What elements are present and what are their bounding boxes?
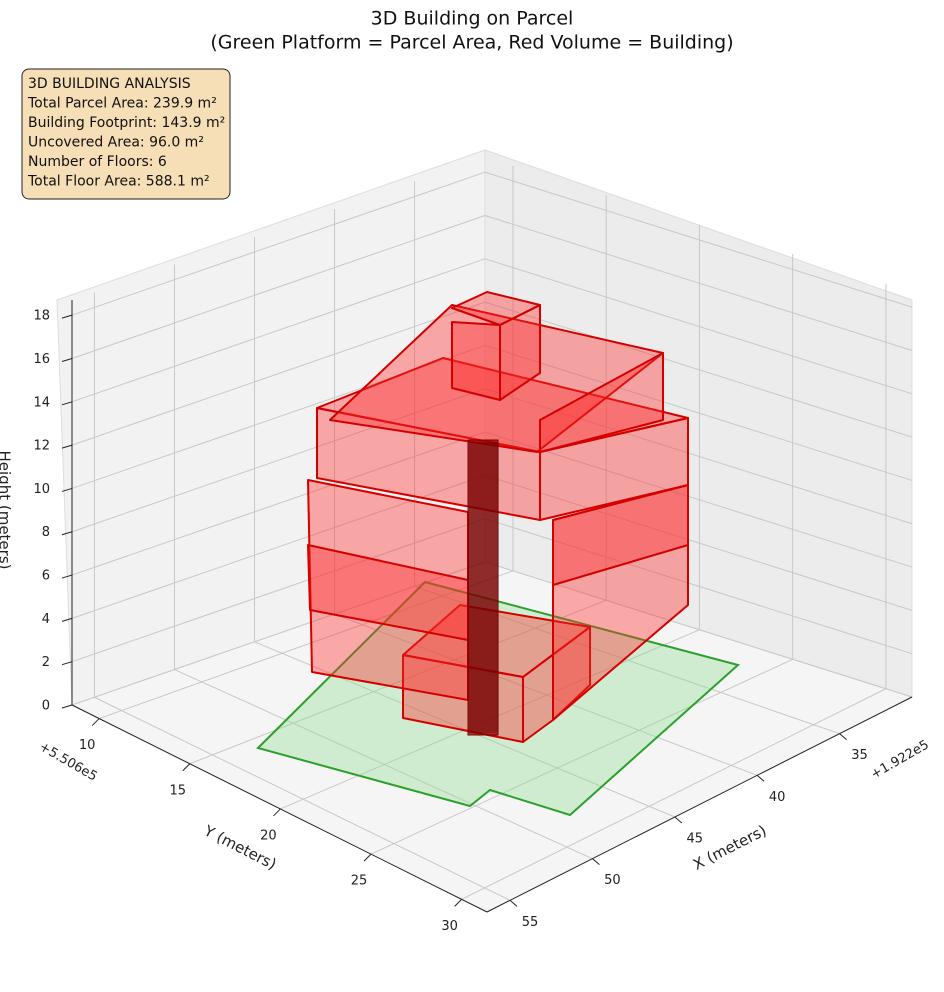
floor-face <box>522 626 591 743</box>
x-tick <box>756 774 765 782</box>
grid-line <box>370 658 793 855</box>
grid-line <box>484 518 913 655</box>
y-axis-line <box>71 704 488 913</box>
grid-line <box>484 171 913 308</box>
grid-line <box>99 570 514 720</box>
z-tick-label: 6 <box>42 569 50 584</box>
y-tick <box>273 808 281 817</box>
z-tick <box>61 401 73 406</box>
y-tick <box>454 898 462 907</box>
y-tick-label: 30 <box>441 919 458 934</box>
annotation-line: Uncovered Area: 96.0 m² <box>28 135 204 151</box>
grid-line <box>484 344 913 481</box>
building-model <box>256 291 741 817</box>
grid-line <box>484 301 913 438</box>
y-tick-label: 10 <box>79 738 96 753</box>
z-tick-label: 12 <box>33 439 50 454</box>
x-axis-label: X (meters) <box>690 821 769 873</box>
floor-face <box>539 352 664 453</box>
grid-line <box>484 258 913 395</box>
x-tick <box>592 858 600 866</box>
x-axis-line <box>486 696 913 913</box>
x-tick <box>839 733 847 741</box>
grid-line <box>71 301 486 446</box>
z-tick <box>61 531 73 536</box>
z-tick <box>61 617 73 622</box>
grid-line <box>484 214 913 351</box>
z-tick <box>61 661 73 666</box>
chart-title: 3D Building on Parcel <box>371 8 574 30</box>
grid-line <box>461 688 887 900</box>
annotation-line: 3D BUILDING ANALYSIS <box>28 76 191 92</box>
z-tick <box>61 487 73 492</box>
z-tick-label: 18 <box>33 309 50 324</box>
annotation-line: Number of Floors: 6 <box>28 154 167 170</box>
y-tick-label: 20 <box>260 828 277 843</box>
chart-subtitle: (Green Platform = Parcel Area, Red Volum… <box>210 32 733 54</box>
z-tick-label: 4 <box>42 612 50 627</box>
grid-line <box>484 474 913 611</box>
z-tick <box>61 574 73 579</box>
grid-line <box>334 613 758 776</box>
annotation-box <box>21 68 231 200</box>
grid-line <box>71 518 486 663</box>
x-tick <box>674 816 683 824</box>
core-lines <box>469 442 499 733</box>
grid-line <box>94 696 511 901</box>
grid-line <box>71 561 486 706</box>
annotation: 3D BUILDING ANALYSIS Total Parcel Area: 2… <box>27 76 225 190</box>
z-tick <box>61 314 73 319</box>
z-tick <box>61 704 73 709</box>
grid <box>71 165 913 901</box>
floor-face <box>451 321 501 401</box>
grid-line <box>71 258 486 403</box>
x-tick-label: 50 <box>604 873 621 888</box>
grid-line <box>71 431 486 576</box>
z-axis-label: Height (meters) <box>0 451 14 570</box>
y-tick <box>363 853 372 862</box>
grid-line <box>71 388 486 533</box>
x-tick-label: 35 <box>851 748 868 763</box>
grid-line <box>71 215 486 359</box>
x-offset: +1.922e5 <box>868 737 931 782</box>
annotation-line: Total Floor Area: 588.1 m² <box>27 174 210 190</box>
x-tick <box>509 899 518 907</box>
y-tick <box>182 763 191 772</box>
axes-panes <box>56 149 914 913</box>
axes: 35 40 45 50 55 10 15 20 25 30 0 2 4 6 8 10 12 14 16 18 <box>33 300 913 934</box>
z-tick <box>61 444 73 449</box>
grid-line <box>71 474 486 619</box>
grid-line <box>189 599 607 765</box>
z-tick-label: 14 <box>33 395 50 410</box>
annotation-line: Total Parcel Area: 239.9 m² <box>27 96 217 112</box>
y-tick <box>91 718 100 726</box>
x-tick-label: 40 <box>769 790 786 805</box>
grid-line <box>71 171 486 316</box>
x-tick-label: 55 <box>522 915 539 930</box>
floor-face <box>499 304 541 401</box>
y-tick-label: 25 <box>351 874 368 889</box>
core-cylinder <box>467 439 499 736</box>
z-tick-label: 8 <box>42 525 50 540</box>
grid-line <box>174 669 593 860</box>
z-tick-label: 0 <box>42 699 50 714</box>
z-tick <box>61 357 73 362</box>
y-tick-label: 15 <box>170 783 187 798</box>
annotation-line: Building Footprint: 143.9 m² <box>28 115 225 131</box>
grid-line <box>484 431 913 568</box>
floor-face <box>316 357 689 453</box>
z-tick-label: 16 <box>33 352 50 367</box>
x-tick-label: 45 <box>687 832 704 847</box>
z-tick-label: 2 <box>42 655 50 670</box>
z-tick-label: 10 <box>33 482 50 497</box>
